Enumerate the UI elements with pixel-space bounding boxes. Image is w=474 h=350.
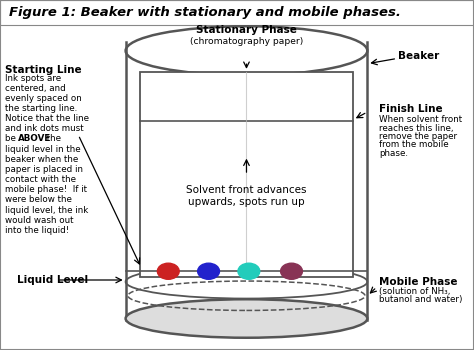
- Text: (chromatography paper): (chromatography paper): [190, 37, 303, 46]
- Text: remove the paper: remove the paper: [379, 132, 457, 141]
- Text: liquid level in the: liquid level in the: [5, 145, 81, 154]
- Text: the: the: [44, 134, 61, 144]
- Text: Mobile Phase: Mobile Phase: [379, 277, 458, 287]
- Text: from the mobile: from the mobile: [379, 140, 449, 149]
- Bar: [140, 72, 353, 276]
- Text: phase.: phase.: [379, 149, 408, 158]
- Circle shape: [238, 263, 260, 279]
- Text: centered, and: centered, and: [5, 84, 65, 93]
- Text: Figure 1: Beaker with stationary and mobile phases.: Figure 1: Beaker with stationary and mob…: [9, 6, 401, 19]
- Circle shape: [281, 263, 302, 279]
- Text: Stationary Phase: Stationary Phase: [196, 25, 297, 35]
- Text: and ink dots must: and ink dots must: [5, 124, 83, 133]
- Text: liquid level, the ink: liquid level, the ink: [5, 205, 88, 215]
- Text: Beaker: Beaker: [398, 51, 439, 61]
- Ellipse shape: [126, 299, 367, 338]
- Text: Ink spots are: Ink spots are: [5, 74, 61, 83]
- Text: contact with the: contact with the: [5, 175, 76, 184]
- Text: Liquid Level: Liquid Level: [17, 275, 88, 285]
- Text: Starting Line: Starting Line: [5, 65, 82, 75]
- Text: paper is placed in: paper is placed in: [5, 165, 83, 174]
- Text: evenly spaced on: evenly spaced on: [5, 94, 82, 103]
- Bar: [0, 0, 474, 25]
- Text: be: be: [5, 134, 18, 144]
- Text: ABOVE: ABOVE: [18, 134, 51, 144]
- Text: mobile phase!  If it: mobile phase! If it: [5, 185, 87, 194]
- Circle shape: [198, 263, 219, 279]
- Text: reaches this line,: reaches this line,: [379, 124, 454, 133]
- Text: beaker when the: beaker when the: [5, 155, 78, 164]
- Text: the starting line.: the starting line.: [5, 104, 77, 113]
- Text: butanol and water): butanol and water): [379, 295, 463, 304]
- Text: would wash out: would wash out: [5, 216, 73, 225]
- Text: were below the: were below the: [5, 195, 72, 204]
- Text: into the liquid!: into the liquid!: [5, 226, 69, 235]
- Text: (solution of NH₃,: (solution of NH₃,: [379, 287, 451, 296]
- Circle shape: [157, 263, 179, 279]
- Text: Notice that the line: Notice that the line: [5, 114, 89, 123]
- Text: When solvent front: When solvent front: [379, 115, 462, 124]
- Text: Solvent front advances
upwards, spots run up: Solvent front advances upwards, spots ru…: [186, 185, 307, 207]
- Text: Finish Line: Finish Line: [379, 104, 443, 113]
